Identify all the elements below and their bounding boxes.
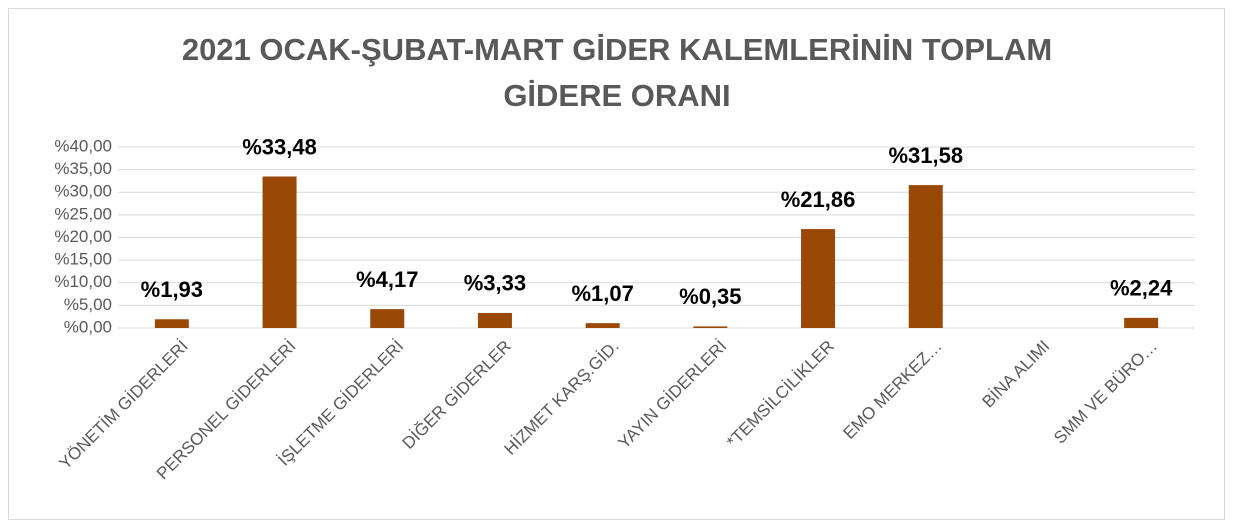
- data-label: %1,07: [571, 281, 633, 306]
- y-tick-label: %20,00: [54, 227, 112, 246]
- chart-title: 2021 OCAK-ŞUBAT-MART GİDER KALEMLERİNİN …: [182, 32, 1052, 67]
- y-tick-label: %15,00: [54, 250, 112, 269]
- chart-title: GİDERE ORANI: [503, 78, 730, 113]
- y-tick-label: %5,00: [64, 295, 112, 314]
- data-label: %3,33: [464, 271, 526, 296]
- data-label: %33,48: [242, 134, 317, 159]
- chart-border: [8, 8, 1225, 520]
- bar: [370, 309, 405, 328]
- bar: [908, 185, 943, 328]
- data-label: %4,17: [356, 267, 418, 292]
- y-tick-label: %25,00: [54, 204, 112, 223]
- y-tick-label: %40,00: [54, 136, 112, 155]
- data-label: %0,35: [679, 284, 741, 309]
- bar: [1124, 317, 1159, 328]
- bar: [262, 176, 297, 328]
- y-tick-label: %0,00: [64, 317, 112, 336]
- bar: [477, 312, 512, 328]
- bar: [585, 323, 620, 328]
- y-tick-label: %10,00: [54, 272, 112, 291]
- bar: [801, 229, 836, 328]
- y-tick-label: %35,00: [54, 159, 112, 178]
- data-label: %1,93: [141, 277, 203, 302]
- bar: [154, 319, 189, 328]
- data-label: %21,86: [781, 187, 856, 212]
- data-label: %2,24: [1110, 276, 1173, 301]
- y-tick-label: %30,00: [54, 182, 112, 201]
- data-label: %31,58: [888, 143, 963, 168]
- bar: [693, 326, 728, 328]
